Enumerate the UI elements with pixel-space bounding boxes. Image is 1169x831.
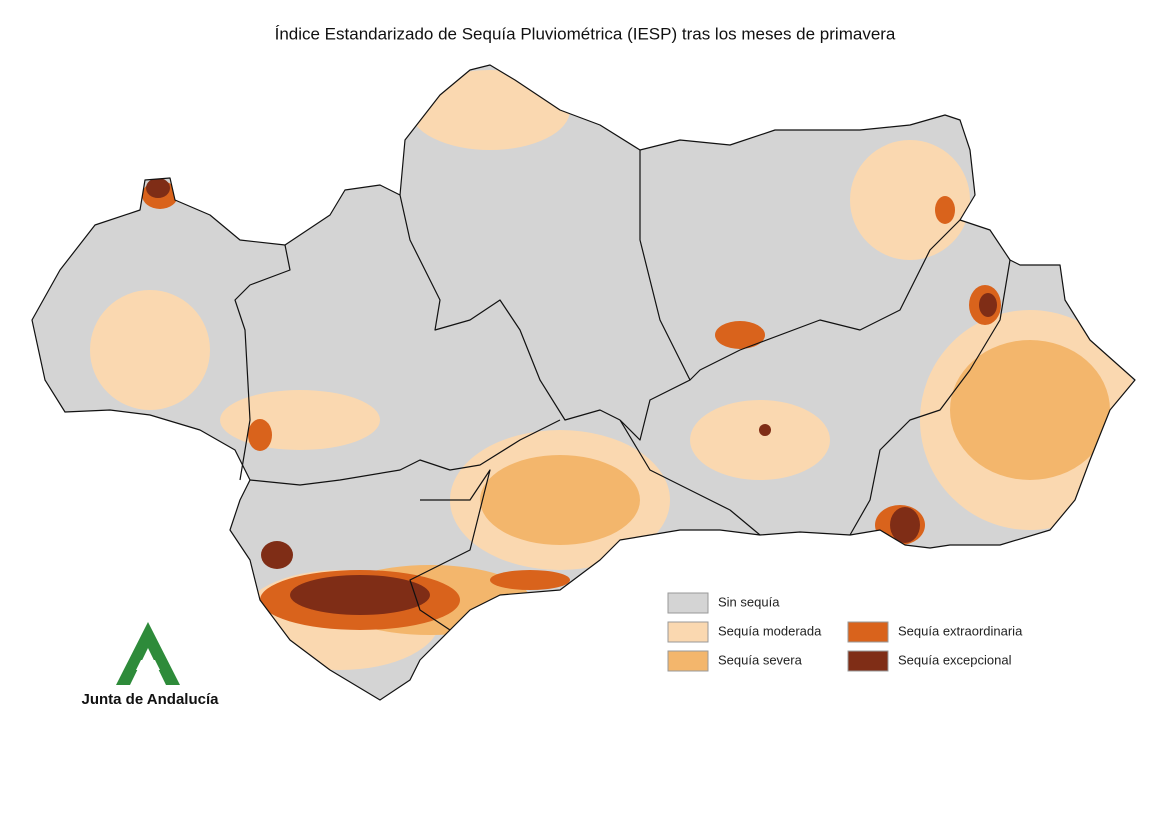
area bbox=[480, 455, 640, 545]
area bbox=[410, 70, 570, 150]
area bbox=[490, 570, 570, 590]
area bbox=[146, 178, 170, 198]
legend-label: Sequía excepcional bbox=[898, 652, 1012, 667]
area bbox=[979, 293, 997, 317]
logo-mark bbox=[136, 660, 160, 670]
legend-label: Sin sequía bbox=[718, 594, 780, 609]
area bbox=[850, 140, 970, 260]
legend-label: Sequía severa bbox=[718, 652, 803, 667]
logo: Junta de Andalucía bbox=[82, 622, 220, 708]
logo-text: Junta de Andalucía bbox=[82, 691, 220, 708]
legend-swatch bbox=[667, 621, 709, 643]
map-title: Índice Estandarizado de Sequía Pluviomét… bbox=[275, 24, 896, 43]
legend-swatch bbox=[667, 592, 709, 614]
area bbox=[261, 541, 293, 569]
area bbox=[890, 507, 920, 543]
area bbox=[220, 390, 380, 450]
legend: Sin sequía Sequía moderada Sequía severa Se… bbox=[667, 592, 1023, 672]
province-borders bbox=[234, 150, 1011, 631]
area bbox=[935, 196, 955, 224]
area bbox=[950, 340, 1110, 480]
area bbox=[715, 321, 765, 349]
area bbox=[690, 400, 830, 480]
legend-swatch bbox=[847, 650, 889, 672]
area bbox=[759, 424, 771, 436]
legend-swatch bbox=[667, 650, 709, 672]
legend-label: Sequía moderada bbox=[718, 623, 822, 638]
legend-label: Sequía extraordinaria bbox=[898, 623, 1023, 638]
area bbox=[248, 419, 272, 451]
area bbox=[90, 290, 210, 410]
area bbox=[290, 575, 430, 615]
logo-mark bbox=[116, 622, 180, 685]
legend-swatch bbox=[847, 621, 889, 643]
